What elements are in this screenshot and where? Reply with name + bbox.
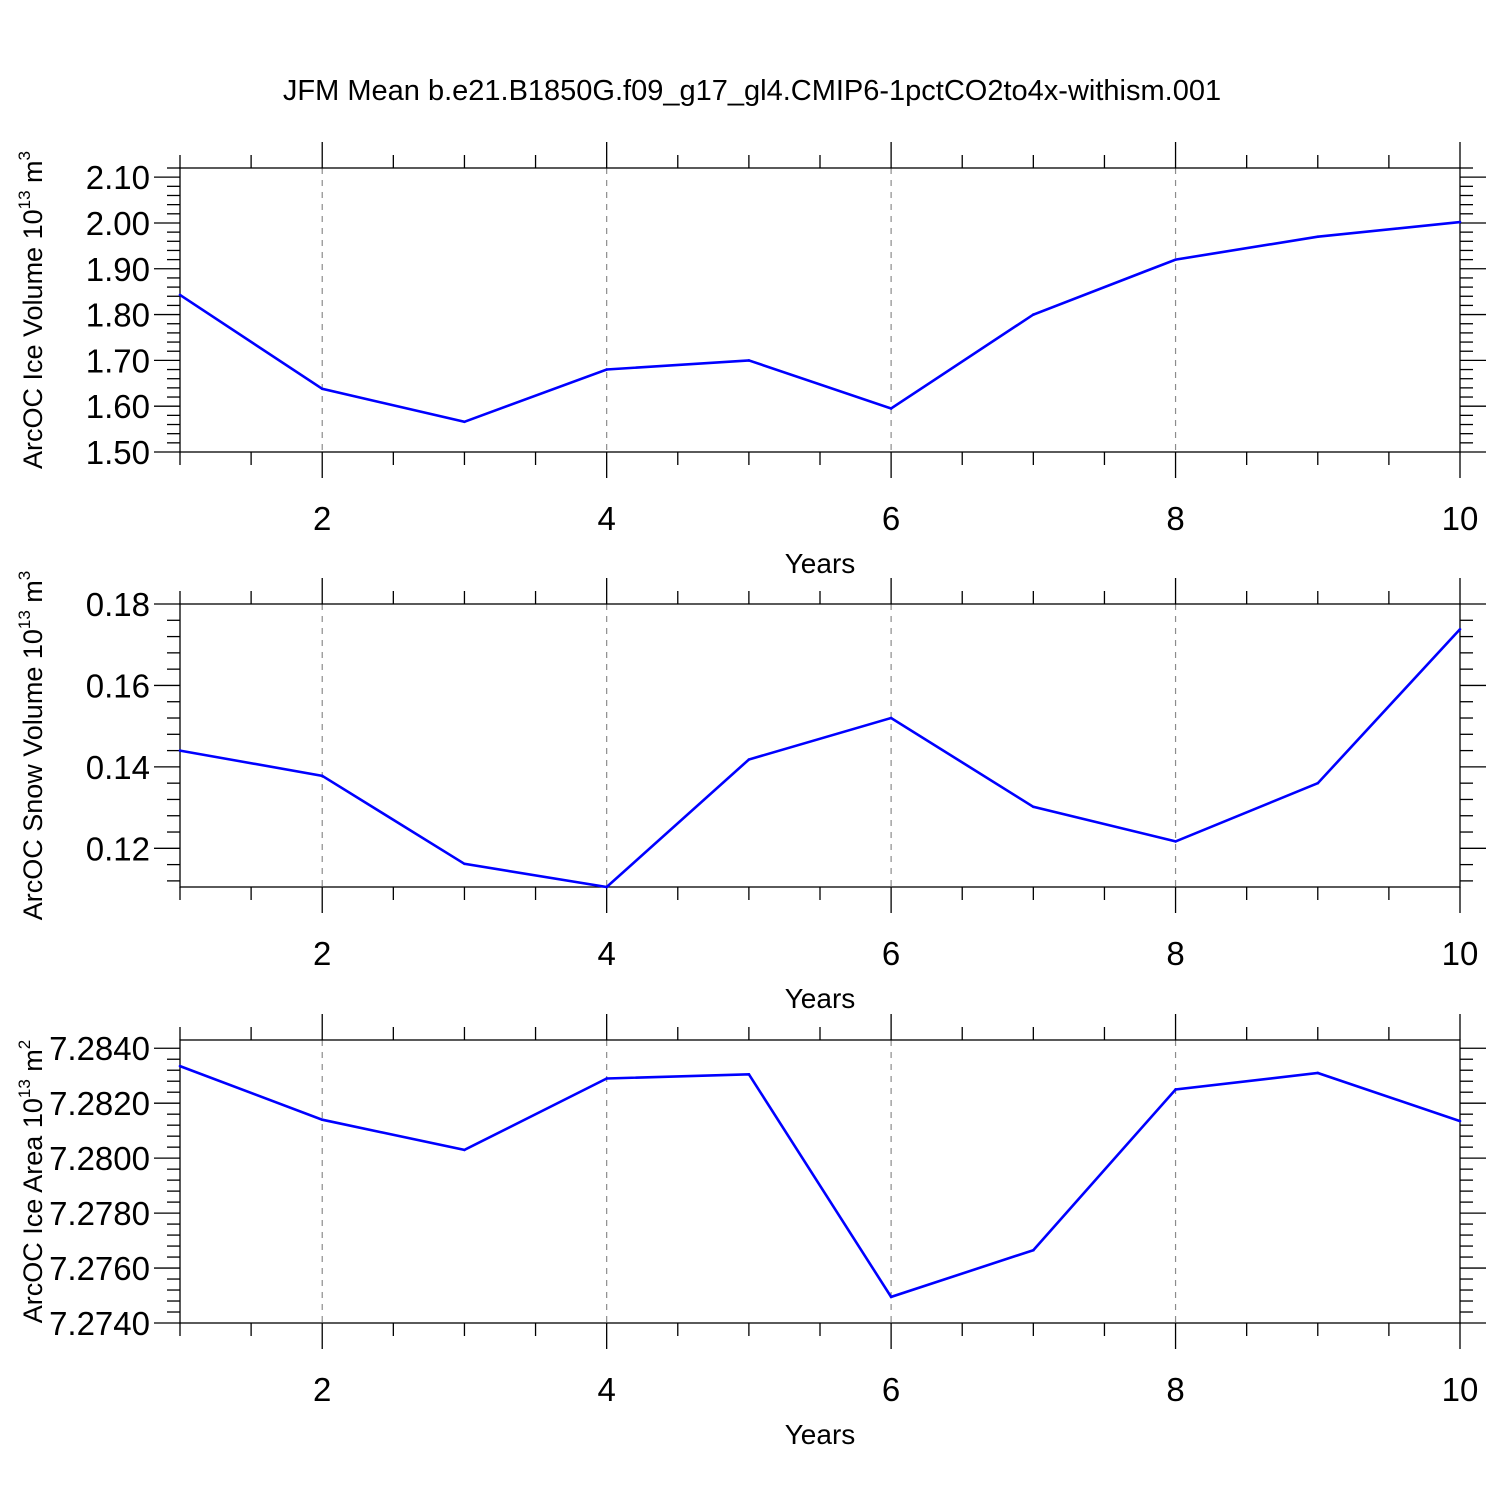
data-point — [1174, 258, 1177, 261]
x-tick-label: 2 — [313, 1371, 331, 1408]
y-axis-label-exponent: 13 — [15, 190, 34, 209]
data-point — [605, 368, 608, 371]
data-point — [1174, 840, 1177, 843]
y-tick-label: 0.12 — [86, 830, 150, 867]
data-point — [747, 758, 751, 761]
data-point — [320, 387, 324, 391]
data-point — [178, 749, 182, 752]
x-axis-label: Years — [785, 548, 856, 579]
data-point — [889, 716, 893, 720]
data-point — [1032, 805, 1035, 809]
y-tick-label: 1.70 — [86, 342, 150, 379]
y-tick-label: 1.80 — [86, 297, 150, 334]
x-tick-label: 4 — [597, 1371, 615, 1408]
x-tick-label: 6 — [882, 935, 900, 972]
data-point — [605, 1077, 608, 1080]
data-point — [320, 774, 324, 778]
y-axis-label-unit-exponent: 2 — [15, 1040, 34, 1049]
y-axis-label: ArcOC Snow Volume 1013 m3 — [15, 571, 48, 921]
x-tick-label: 8 — [1166, 500, 1184, 537]
data-point — [889, 1295, 893, 1299]
data-point — [320, 1118, 324, 1121]
x-tick-label: 4 — [597, 500, 615, 537]
data-point — [1316, 781, 1320, 785]
x-axis-label: Years — [785, 1419, 856, 1450]
y-tick-label: 7.2840 — [49, 1030, 150, 1067]
y-axis-label: ArcOC Ice Area 1013 m2 — [15, 1040, 48, 1324]
y-tick-label: 1.60 — [86, 388, 150, 425]
y-axis-label-unit: m — [18, 580, 48, 610]
figure-title: JFM Mean b.e21.B1850G.f09_g17_gl4.CMIP6-… — [283, 75, 1221, 107]
x-tick-label: 2 — [313, 500, 331, 537]
data-point — [178, 293, 182, 297]
y-tick-label: 0.14 — [86, 749, 150, 786]
x-tick-label: 6 — [882, 500, 900, 537]
y-tick-label: 7.2780 — [49, 1195, 150, 1232]
data-point — [747, 359, 751, 362]
y-tick-label: 7.2760 — [49, 1250, 150, 1287]
y-axis-label-main: ArcOC Ice Volume 10 — [18, 209, 48, 469]
y-axis-label-exponent: 13 — [15, 1079, 34, 1098]
chart-panel-3: 2 4 6 8 10 Years 7.2740 7.2760 7.2780 7.2800 7.282… — [15, 1014, 1486, 1450]
y-tick-label: 7.2800 — [49, 1140, 150, 1177]
y-axis-label-exponent: 13 — [15, 610, 34, 629]
y-axis-label: ArcOC Ice Volume 1013 m3 — [15, 151, 48, 469]
data-point — [1316, 1071, 1320, 1075]
x-axis-label: Years — [785, 983, 856, 1014]
x-tick-label: 10 — [1442, 1371, 1479, 1408]
series-line — [179, 628, 1461, 889]
x-tick-label: 2 — [313, 935, 331, 972]
y-axis-label-unit: m — [18, 1049, 48, 1079]
data-point — [1316, 235, 1320, 239]
y-axis-label-unit-exponent: 3 — [15, 571, 34, 580]
data-point — [463, 420, 466, 424]
data-point — [1032, 313, 1035, 316]
y-axis-label-main: ArcOC Snow Volume 10 — [18, 629, 48, 920]
chart-panel-1: 2 4 6 8 10 Years 1.50 1.60 1.70 1.80 1.90 2.00 2.10 A… — [15, 142, 1486, 579]
data-point — [1174, 1088, 1177, 1091]
y-axis-label-unit: m — [18, 160, 48, 190]
data-point — [178, 1064, 182, 1068]
y-tick-label: 0.16 — [86, 667, 150, 704]
y-axis-label-unit-exponent: 3 — [15, 151, 34, 160]
y-tick-label: 2.10 — [86, 159, 150, 196]
chart-panel-2: 2 4 6 8 10 Years 0.12 0.14 0.16 0.18 ArcOC Snow Vo… — [15, 571, 1486, 1014]
data-point — [463, 862, 466, 866]
x-tick-label: 8 — [1166, 1371, 1184, 1408]
y-axis-label-main: ArcOC Ice Area 10 — [18, 1098, 48, 1323]
x-tick-label: 10 — [1442, 500, 1479, 537]
x-tick-label: 8 — [1166, 935, 1184, 972]
data-point — [463, 1148, 466, 1152]
y-tick-label: 2.00 — [86, 205, 150, 242]
x-tick-label: 4 — [597, 935, 615, 972]
data-point — [1458, 1119, 1462, 1123]
y-tick-label: 1.50 — [86, 434, 150, 471]
series-line — [179, 1064, 1461, 1299]
y-tick-label: 7.2820 — [49, 1085, 150, 1122]
data-point — [1032, 1248, 1035, 1252]
y-tick-label: 1.90 — [86, 251, 150, 288]
x-tick-label: 10 — [1442, 935, 1479, 972]
data-point — [1458, 627, 1462, 631]
series-line — [179, 220, 1461, 424]
panels: 2 4 6 8 10 Years 1.50 1.60 1.70 1.80 1.90 2.00 2.10 A… — [15, 142, 1486, 1450]
x-tick-label: 6 — [882, 1371, 900, 1408]
data-point — [747, 1073, 751, 1076]
data-point — [605, 885, 608, 889]
data-point — [1458, 220, 1462, 224]
y-tick-label: 0.18 — [86, 586, 150, 623]
y-tick-label: 7.2740 — [49, 1305, 150, 1342]
data-point — [889, 407, 893, 410]
